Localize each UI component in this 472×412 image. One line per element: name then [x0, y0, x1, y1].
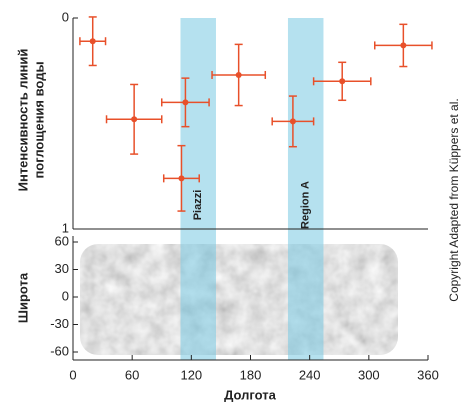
point: [400, 42, 406, 48]
chart: Интенсивность линий поглощения воды Широ…: [0, 0, 472, 407]
point: [290, 118, 296, 124]
point: [90, 38, 96, 44]
y-label: Широта: [15, 272, 30, 323]
point: [339, 78, 345, 84]
point: [131, 116, 137, 122]
copyright: Copyright Adapted from Küppers et al.: [447, 98, 461, 301]
x-tick-label: 300: [358, 367, 380, 382]
y-tick-label: 0: [62, 9, 69, 24]
y-tick-label: 1: [62, 220, 69, 235]
y-label: поглощения воды: [31, 61, 46, 178]
y-tick-label: -60: [50, 343, 69, 358]
x-tick-label: 360: [417, 367, 439, 382]
region-band: [180, 18, 216, 360]
region-label: Region A: [300, 181, 312, 229]
x-tick-label: 60: [125, 367, 139, 382]
y-label: Интенсивность линий: [15, 49, 30, 192]
x-tick-label: 120: [180, 367, 202, 382]
point: [236, 72, 242, 78]
x-label: Долгота: [224, 387, 277, 402]
map-image: [80, 244, 398, 355]
y-tick-label: 0: [62, 288, 69, 303]
x-tick-label: 0: [69, 367, 76, 382]
x-tick-label: 180: [240, 367, 262, 382]
point: [182, 99, 188, 105]
y-tick-label: 60: [55, 233, 69, 248]
y-tick-label: 30: [55, 261, 69, 276]
region-label: Piazzi: [192, 190, 204, 221]
point: [178, 175, 184, 181]
x-tick-label: 240: [299, 367, 321, 382]
y-tick-label: -30: [50, 316, 69, 331]
